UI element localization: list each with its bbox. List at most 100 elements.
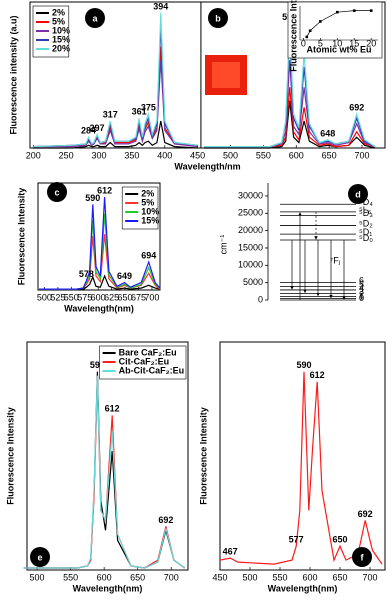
y-tick-label: 25000 bbox=[238, 208, 263, 218]
x-tick-label: 675 bbox=[131, 292, 146, 302]
x-tick-label: 600 bbox=[302, 572, 317, 582]
x-tick-label: 650 bbox=[322, 150, 337, 160]
legend-label: 15% bbox=[141, 215, 159, 225]
legend-label: 2% bbox=[141, 188, 154, 198]
spectrum-line bbox=[39, 274, 161, 290]
level-label: 6 bbox=[359, 276, 364, 286]
peak-label: 467 bbox=[223, 546, 238, 556]
x-tick-label: 700 bbox=[354, 150, 369, 160]
x-tick-label: 500 bbox=[223, 150, 238, 160]
peak-label: 361 bbox=[132, 107, 147, 117]
spectrum-line bbox=[23, 375, 185, 569]
x-tick-label: 550 bbox=[272, 572, 287, 582]
x-tick-label: 500 bbox=[242, 572, 257, 582]
level-label: ⁵L₆ bbox=[359, 205, 372, 215]
level-label: ⁵D₂ bbox=[359, 218, 373, 228]
x-tick-label: 550 bbox=[63, 572, 78, 582]
panel-badge bbox=[47, 182, 67, 202]
plot-frame bbox=[219, 341, 386, 571]
peak-label: 612 bbox=[97, 185, 112, 195]
y-axis-label: Fluorescence Intensity bbox=[16, 188, 26, 286]
peak-label: 648 bbox=[320, 128, 335, 138]
peak-label: 692 bbox=[158, 515, 173, 525]
x-tick-label: 450 bbox=[190, 150, 205, 160]
panel-label: b bbox=[215, 13, 221, 23]
level-label: ⁵D₁ bbox=[359, 227, 372, 237]
inset-frame bbox=[287, 1, 383, 59]
panel-label: c bbox=[54, 187, 59, 197]
x-tick-label: 650 bbox=[130, 572, 145, 582]
panel-badge bbox=[85, 8, 105, 28]
y-axis-label: cm⁻¹ bbox=[218, 235, 228, 255]
peak-label: 590 bbox=[90, 360, 105, 370]
peak-label: 649 bbox=[117, 271, 132, 281]
x-tick-label: 0 bbox=[301, 38, 306, 48]
x-tick-label: 5 bbox=[318, 38, 323, 48]
x-tick-label: 650 bbox=[332, 572, 347, 582]
y-tick-label: 10000 bbox=[238, 260, 263, 270]
legend-label: Cit-CaF₂:Eu bbox=[119, 356, 170, 366]
legend-label: 20% bbox=[52, 43, 70, 53]
x-axis-label: Wavelength(nm) bbox=[64, 303, 134, 313]
y-axis-label: Fluorescence intensity (a.u) bbox=[8, 15, 18, 134]
y-axis-label: Fluorescence Intensity bbox=[198, 407, 208, 505]
x-tick-label: 575 bbox=[77, 292, 92, 302]
spectrum-line bbox=[33, 12, 376, 148]
x-tick-label: 600 bbox=[91, 292, 106, 302]
panel-label: a bbox=[92, 13, 98, 23]
legend-label: 5% bbox=[141, 197, 154, 207]
panel-badge bbox=[352, 547, 372, 567]
data-point bbox=[305, 35, 309, 39]
x-tick-label: 700 bbox=[362, 572, 377, 582]
legend-label: 2% bbox=[52, 7, 65, 17]
x-axis-label: Wavelength/nm bbox=[174, 161, 240, 171]
photo-highlight bbox=[212, 62, 240, 88]
x-tick-label: 500 bbox=[37, 292, 52, 302]
legend-label: 15% bbox=[52, 34, 70, 44]
panel-badge bbox=[348, 184, 368, 204]
legend-label: Ab-Cit-CaF₂:Eu bbox=[119, 365, 185, 375]
level-label: ⁵D₄ bbox=[359, 197, 373, 207]
legend-label: 10% bbox=[141, 206, 159, 216]
peak-label: 612 bbox=[310, 370, 325, 380]
peak-label: 394 bbox=[153, 1, 168, 11]
legend-label: Bare CaF₂:Eu bbox=[119, 347, 177, 357]
x-tick-label: 350 bbox=[124, 150, 139, 160]
group-label: ⁷Fⱼ bbox=[330, 256, 341, 266]
y-tick-label: 20000 bbox=[238, 225, 263, 235]
x-tick-label: 650 bbox=[118, 292, 133, 302]
spectrum-line bbox=[39, 196, 161, 290]
x-tick-label: 15 bbox=[349, 38, 359, 48]
peak-label: 612 bbox=[105, 404, 120, 414]
peak-label: 578 bbox=[79, 269, 94, 279]
y-tick-label: 0 bbox=[258, 294, 263, 304]
y-tick-label: 5000 bbox=[243, 277, 263, 287]
panel-label: e bbox=[37, 552, 42, 562]
x-tick-label: 500 bbox=[30, 572, 45, 582]
peak-label: 577 bbox=[289, 535, 304, 545]
level-label: 3 bbox=[359, 286, 364, 296]
peak-label: 692 bbox=[358, 509, 373, 519]
x-tick-label: 400 bbox=[157, 150, 172, 160]
peak-label: 692 bbox=[349, 103, 364, 113]
y-tick-label: 30000 bbox=[238, 190, 263, 200]
spectrum-line bbox=[33, 60, 376, 148]
level-label: 1 bbox=[359, 291, 364, 301]
level-label: 2 bbox=[359, 289, 364, 299]
legend-label: 10% bbox=[52, 25, 70, 35]
x-tick-label: 20 bbox=[366, 38, 376, 48]
data-point bbox=[308, 29, 312, 33]
x-tick-label: 250 bbox=[59, 150, 74, 160]
data-point bbox=[352, 9, 356, 12]
plot-frame bbox=[26, 341, 189, 571]
peak-label: 590 bbox=[85, 193, 100, 203]
spectrum-line bbox=[33, 100, 376, 149]
spectrum-line bbox=[23, 371, 185, 569]
level-label: 4 bbox=[359, 283, 364, 293]
y-tick-label: 15000 bbox=[238, 242, 263, 252]
x-tick-label: 450 bbox=[212, 572, 227, 582]
peak-label: 590 bbox=[296, 360, 311, 370]
x-axis-label: Wavelength(nm) bbox=[73, 583, 143, 593]
data-point bbox=[319, 20, 322, 23]
